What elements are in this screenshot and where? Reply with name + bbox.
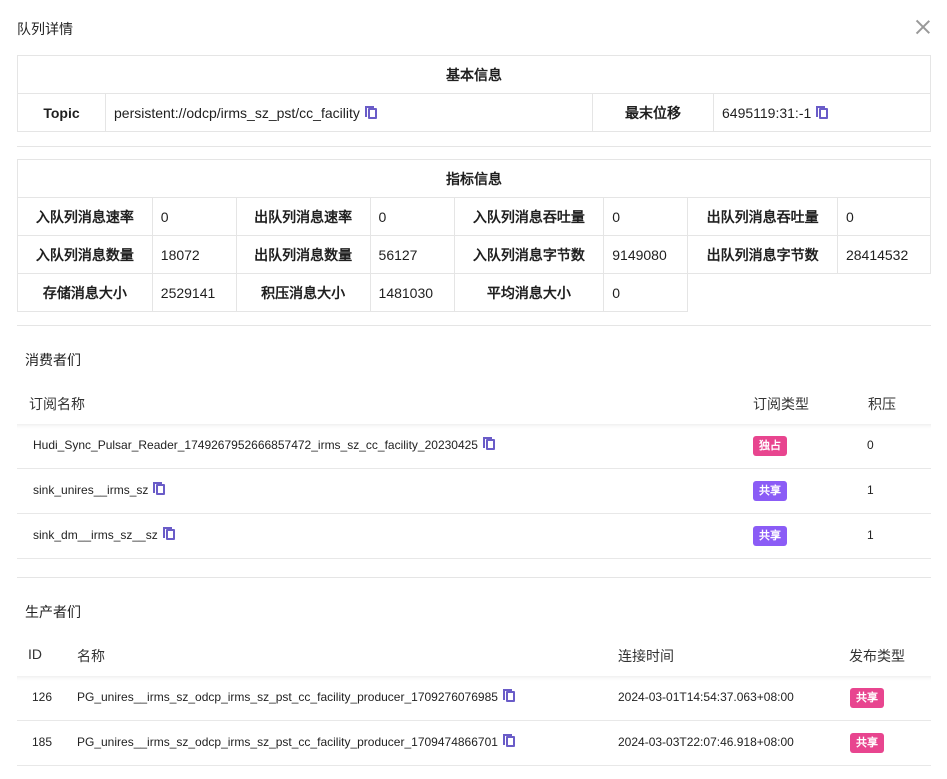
metric-label: 入队列消息速率 xyxy=(17,197,153,236)
close-icon[interactable] xyxy=(914,18,932,36)
topic-label: Topic xyxy=(17,93,106,132)
metrics-heading: 指标信息 xyxy=(17,159,931,198)
col-publish-type: 发布类型 xyxy=(849,648,905,664)
metric-value: 0 xyxy=(603,197,689,236)
backlog-value: 1 xyxy=(867,528,874,542)
producer-id: 126 xyxy=(32,690,53,704)
metric-value: 28414532 xyxy=(836,235,932,274)
subscription-name-cell: sink_unires__irms_sz xyxy=(33,482,166,497)
divider xyxy=(17,577,931,578)
connect-time: 2024-03-03T22:07:46.918+08:00 xyxy=(618,735,794,749)
copy-icon[interactable] xyxy=(502,689,515,702)
metric-label: 平均消息大小 xyxy=(453,273,605,312)
metric-label: 出队列消息速率 xyxy=(235,197,371,236)
col-backlog: 积压 xyxy=(868,396,896,412)
metric-label: 入队列消息字节数 xyxy=(453,235,605,274)
backlog-value: 0 xyxy=(867,438,874,452)
subscription-type-badge: 共享 xyxy=(753,526,787,546)
copy-icon[interactable] xyxy=(816,105,829,119)
subscription-name: sink_unires__irms_sz xyxy=(33,483,149,497)
offset-value: 6495119:31:-1 xyxy=(713,93,931,132)
metric-label: 出队列消息数量 xyxy=(235,235,371,274)
subscription-name: sink_dm__irms_sz__sz xyxy=(33,528,158,542)
metric-value: 0 xyxy=(151,197,237,236)
publish-type-badge: 共享 xyxy=(850,688,884,708)
basic-info-table: 基本信息 Topic persistent://odcp/irms_sz_pst… xyxy=(17,55,931,132)
subscription-name-cell: sink_dm__irms_sz__sz xyxy=(33,527,175,542)
metric-label: 出队列消息吞吐量 xyxy=(687,197,838,236)
col-subscription-type: 订阅类型 xyxy=(753,396,809,412)
modal-title: 队列详情 xyxy=(17,21,73,37)
topic-text: persistent://odcp/irms_sz_pst/cc_facilit… xyxy=(114,104,360,121)
producers-heading: 生产者们 xyxy=(25,604,81,620)
copy-icon[interactable] xyxy=(482,437,495,450)
empty-cell xyxy=(687,273,931,312)
offset-text: 6495119:31:-1 xyxy=(722,104,812,121)
metric-value: 18072 xyxy=(151,235,237,274)
offset-label: 最末位移 xyxy=(592,93,714,132)
consumer-row: Hudi_Sync_Pulsar_Reader_1749267952666857… xyxy=(17,424,931,469)
metric-value: 2529141 xyxy=(151,273,237,312)
metrics-table: 指标信息 入队列消息速率 0 出队列消息速率 0 入队列消息吞吐量 0 出队列消息吞吐量 0 入… xyxy=(17,159,932,312)
producer-name-cell: PG_unires__irms_sz_odcp_irms_sz_pst_cc_f… xyxy=(77,689,515,704)
divider xyxy=(17,325,931,326)
copy-icon[interactable] xyxy=(364,105,377,119)
col-subscription-name: 订阅名称 xyxy=(29,396,85,412)
metric-value: 0 xyxy=(369,197,455,236)
subscription-type-badge: 共享 xyxy=(753,481,787,501)
metric-label: 入队列消息数量 xyxy=(17,235,153,274)
backlog-value: 1 xyxy=(867,483,874,497)
basic-info-heading: 基本信息 xyxy=(17,55,931,94)
topic-value: persistent://odcp/irms_sz_pst/cc_facilit… xyxy=(105,93,593,132)
connect-time: 2024-03-01T14:54:37.063+08:00 xyxy=(618,690,794,704)
metric-label: 存储消息大小 xyxy=(17,273,153,312)
metric-label: 入队列消息吞吐量 xyxy=(453,197,605,236)
metric-value: 56127 xyxy=(369,235,455,274)
metric-value: 0 xyxy=(603,273,689,312)
subscription-type-badge: 独占 xyxy=(753,436,787,456)
producer-row: 126 PG_unires__irms_sz_odcp_irms_sz_pst_c… xyxy=(17,676,931,721)
metric-value: 1481030 xyxy=(369,273,455,312)
subscription-name: Hudi_Sync_Pulsar_Reader_1749267952666857… xyxy=(33,438,478,452)
divider xyxy=(17,146,931,147)
consumers-heading: 消费者们 xyxy=(25,352,81,368)
producer-name-cell: PG_unires__irms_sz_odcp_irms_sz_pst_cc_f… xyxy=(77,734,515,749)
producer-name: PG_unires__irms_sz_odcp_irms_sz_pst_cc_f… xyxy=(77,690,498,704)
producer-row: 185 PG_unires__irms_sz_odcp_irms_sz_pst_c… xyxy=(17,721,931,766)
copy-icon[interactable] xyxy=(502,734,515,747)
col-name: 名称 xyxy=(77,648,105,664)
copy-icon[interactable] xyxy=(153,482,166,495)
col-id: ID xyxy=(28,646,42,662)
metric-value: 0 xyxy=(836,197,932,236)
consumer-row: sink_dm__irms_sz__sz 共享 1 xyxy=(17,514,931,559)
producer-id: 185 xyxy=(32,735,53,749)
copy-icon[interactable] xyxy=(162,527,175,540)
metric-label: 积压消息大小 xyxy=(235,273,371,312)
metric-label: 出队列消息字节数 xyxy=(687,235,838,274)
consumer-row: sink_unires__irms_sz 共享 1 xyxy=(17,469,931,514)
col-connect-time: 连接时间 xyxy=(618,648,674,664)
subscription-name-cell: Hudi_Sync_Pulsar_Reader_1749267952666857… xyxy=(33,437,495,452)
producer-name: PG_unires__irms_sz_odcp_irms_sz_pst_cc_f… xyxy=(77,735,498,749)
metric-value: 9149080 xyxy=(603,235,689,274)
publish-type-badge: 共享 xyxy=(850,733,884,753)
